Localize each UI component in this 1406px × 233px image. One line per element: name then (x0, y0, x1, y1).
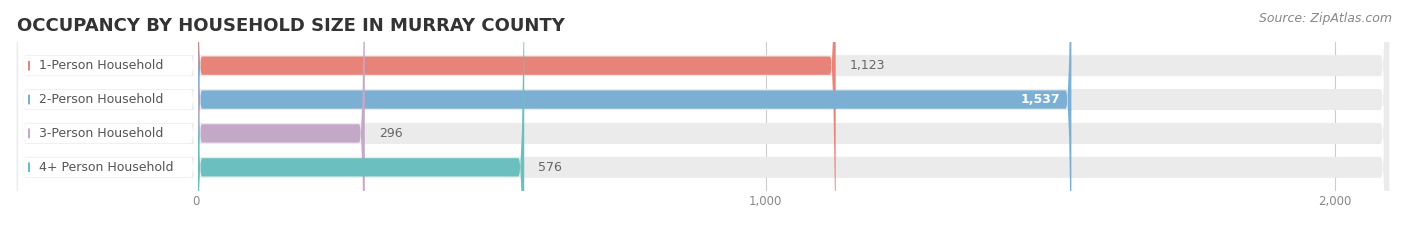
Text: 1,123: 1,123 (849, 59, 886, 72)
FancyBboxPatch shape (17, 0, 1389, 233)
Text: OCCUPANCY BY HOUSEHOLD SIZE IN MURRAY COUNTY: OCCUPANCY BY HOUSEHOLD SIZE IN MURRAY CO… (17, 17, 565, 35)
FancyBboxPatch shape (197, 0, 835, 233)
Text: 296: 296 (380, 127, 402, 140)
FancyBboxPatch shape (18, 0, 198, 233)
FancyBboxPatch shape (18, 0, 198, 233)
Text: 2-Person Household: 2-Person Household (39, 93, 163, 106)
FancyBboxPatch shape (17, 0, 1389, 233)
Text: 1-Person Household: 1-Person Household (39, 59, 163, 72)
Text: 3-Person Household: 3-Person Household (39, 127, 163, 140)
Text: 576: 576 (538, 161, 562, 174)
Text: 1,537: 1,537 (1021, 93, 1060, 106)
FancyBboxPatch shape (18, 0, 198, 233)
Text: 4+ Person Household: 4+ Person Household (39, 161, 173, 174)
FancyBboxPatch shape (197, 0, 364, 233)
FancyBboxPatch shape (197, 0, 1071, 233)
FancyBboxPatch shape (197, 0, 524, 233)
FancyBboxPatch shape (18, 0, 198, 233)
Text: Source: ZipAtlas.com: Source: ZipAtlas.com (1258, 12, 1392, 25)
FancyBboxPatch shape (17, 0, 1389, 233)
FancyBboxPatch shape (17, 0, 1389, 233)
